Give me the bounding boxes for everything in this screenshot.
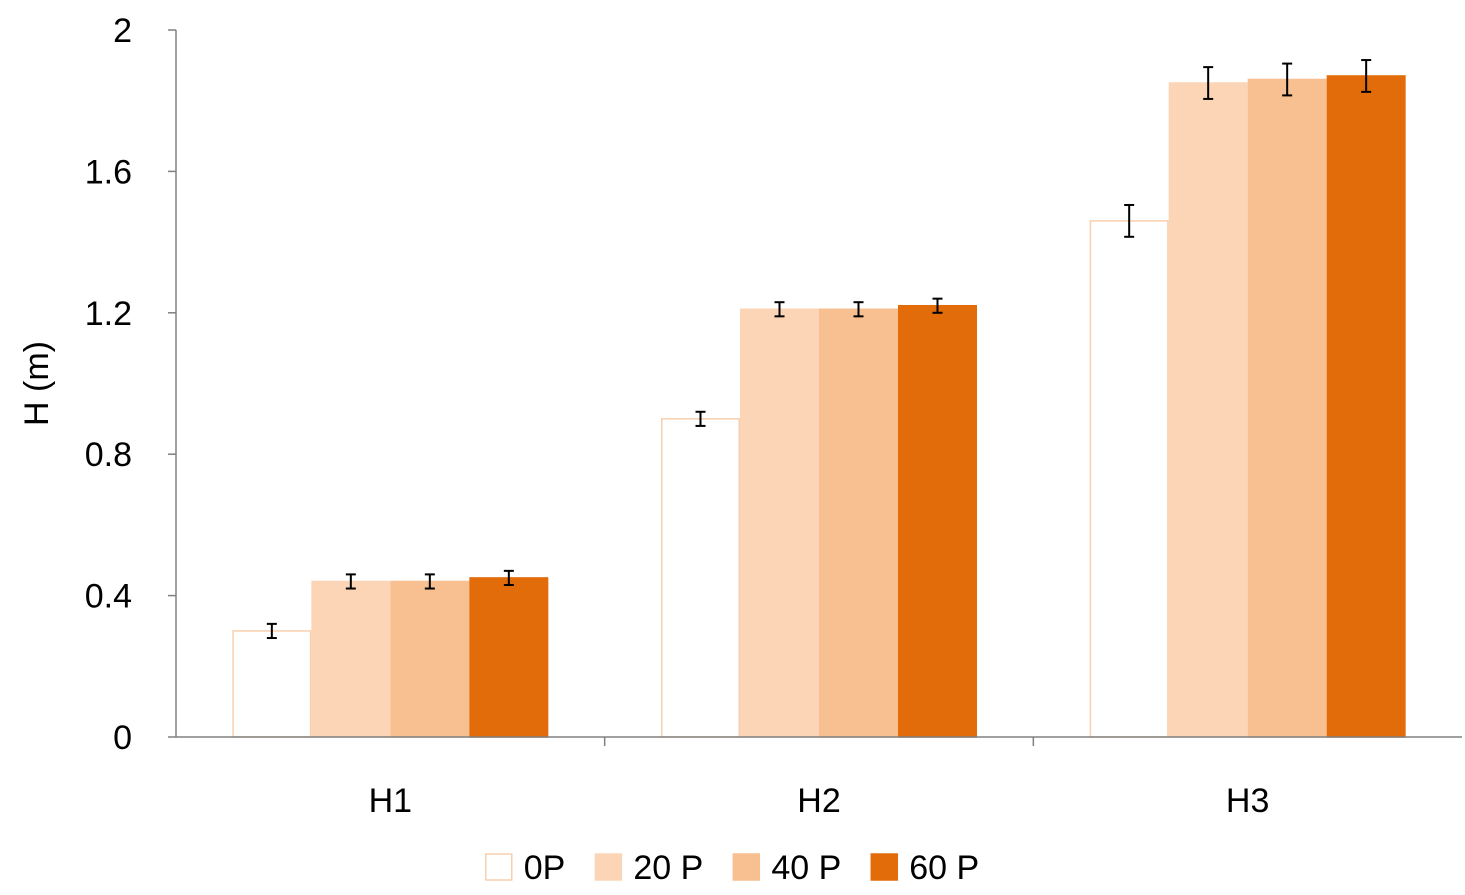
error-bar-20-p-h2	[774, 301, 785, 318]
error-bar-40-p-h1	[424, 573, 435, 590]
x-tick-label-h3: H3	[1226, 782, 1269, 820]
bar-40-p-h2	[819, 308, 898, 738]
bar-60-p-h1	[469, 577, 549, 738]
legend-item-0p: 0P	[485, 849, 566, 887]
bar-0p-h3	[1089, 220, 1169, 738]
legend-label-0p: 0P	[524, 849, 566, 887]
axes-layer	[168, 29, 1462, 746]
error-bars-layer	[266, 59, 1372, 640]
error-bar-0p-h2	[695, 410, 706, 427]
legend-swatch-40-p	[732, 853, 761, 881]
x-tick-label-h1: H1	[369, 782, 412, 820]
y-tick-label: 2	[113, 12, 132, 50]
legend-label-40-p: 40 P	[771, 849, 841, 887]
labels-layer: 0 0.4 0.8 1.2 1.6 2 H1 H2 H3 H (m)	[18, 12, 1269, 820]
y-tick-label: 1.2	[85, 295, 132, 333]
legend-swatch-20-p	[594, 853, 623, 881]
bar-20-p-h2	[740, 308, 819, 738]
error-bar-60-p-h3	[1361, 59, 1372, 93]
bar-0p-h2	[661, 418, 740, 738]
legend-swatch-60-p	[870, 853, 899, 881]
error-bar-40-p-h3	[1282, 62, 1293, 97]
x-tick-label-h2: H2	[797, 782, 840, 820]
y-tick-label: 0.4	[85, 578, 132, 616]
y-axis-title: H (m)	[18, 341, 56, 426]
legend-label-60-p: 60 P	[909, 849, 979, 887]
y-tick-label: 0.8	[85, 436, 132, 474]
legend: 0P 20 P 40 P 60 P	[485, 849, 979, 887]
bar-40-p-h1	[390, 580, 470, 738]
legend-item-60-p: 60 P	[870, 849, 979, 887]
bar-40-p-h3	[1247, 78, 1327, 738]
bar-20-p-h3	[1168, 82, 1248, 738]
legend-label-20-p: 20 P	[633, 849, 703, 887]
bar-0p-h1	[232, 630, 312, 738]
error-bar-40-p-h2	[853, 301, 864, 318]
bars-layer	[232, 75, 1406, 738]
legend-swatch-0p	[485, 853, 513, 881]
bar-60-p-h2	[898, 304, 977, 738]
error-bar-60-p-h2	[932, 297, 943, 314]
bar-60-p-h3	[1326, 75, 1406, 738]
error-bar-0p-h1	[266, 622, 277, 640]
error-bar-0p-h3	[1124, 203, 1135, 238]
y-tick-label: 1.6	[85, 153, 132, 191]
error-bar-60-p-h1	[503, 569, 514, 586]
bar-20-p-h1	[311, 580, 391, 738]
error-bar-20-p-h1	[345, 573, 356, 590]
legend-item-40-p: 40 P	[732, 849, 841, 887]
y-tick-label: 0	[113, 719, 132, 757]
legend-item-20-p: 20 P	[594, 849, 703, 887]
error-bar-20-p-h3	[1203, 66, 1214, 100]
